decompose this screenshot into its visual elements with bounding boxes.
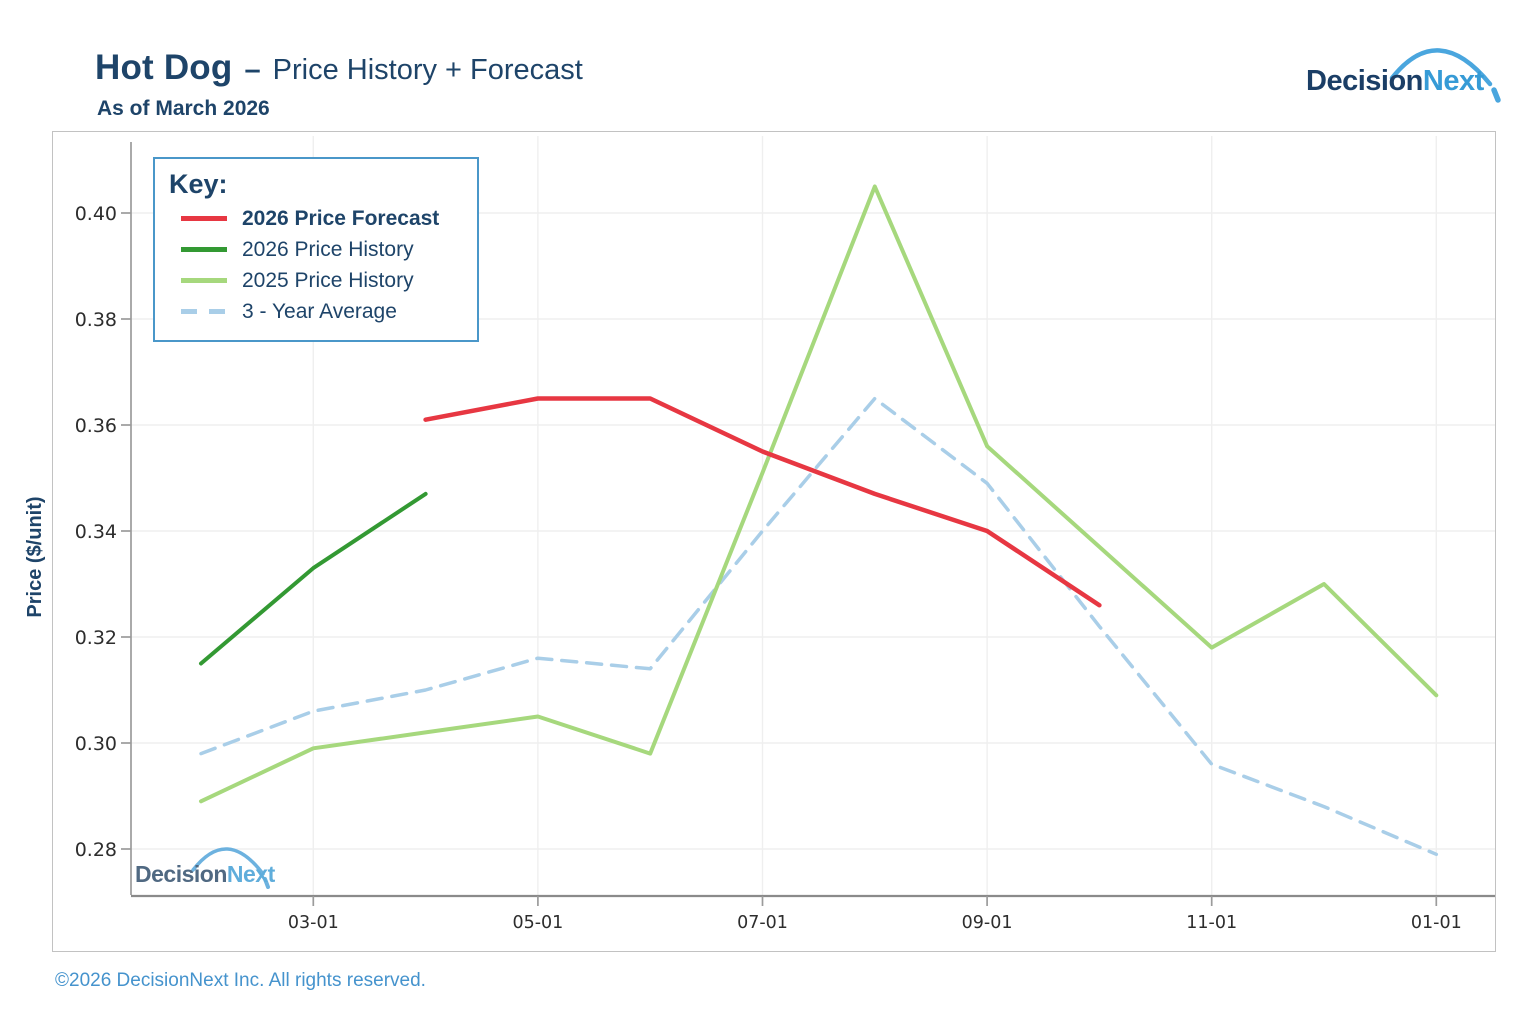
legend-item-label: 3 - Year Average — [242, 299, 397, 323]
legend-item-2026-forecast: 2026 Price Forecast — [169, 203, 477, 234]
brand-logo: DecisionNext — [1306, 34, 1506, 103]
watermark-name-primary: Decision — [135, 861, 227, 887]
y-tick-label: 0.28 — [75, 839, 117, 861]
x-tick-label: 01-01 — [1411, 913, 1462, 933]
chart-canvas: 0.28 0.30 0.32 0.34 0.36 0.38 0.40 03-01 05-01 07… — [75, 136, 1495, 933]
watermark-arc-icon — [191, 847, 270, 889]
logo-arc-icon — [1389, 48, 1501, 103]
brand-name-primary: Decision — [1306, 65, 1423, 97]
x-tick-label: 07-01 — [737, 913, 788, 933]
watermark-logo: DecisionNext — [135, 832, 275, 889]
legend-swatch-2026-history — [181, 247, 227, 252]
legend-item-label: 2026 Price Forecast — [242, 206, 440, 230]
chart-frame: 0.28 0.30 0.32 0.34 0.36 0.38 0.40 03-01 05-01 07… — [52, 131, 1496, 952]
y-tick-label: 0.38 — [75, 309, 117, 331]
x-tick-label: 09-01 — [962, 913, 1013, 933]
legend-item-label: 2026 Price History — [242, 237, 414, 261]
legend-swatch-2025-history — [181, 278, 227, 283]
legend: Key: 2026 Price Forecast 2026 Price Hist… — [153, 157, 479, 342]
series-line-2025-price-history — [199, 184, 1439, 804]
y-axis-title: Price ($/unit) — [24, 496, 46, 618]
brand-name-secondary: Next — [1422, 65, 1484, 97]
page-title: Hot Dog – Price History + Forecast — [95, 48, 583, 88]
page-title-separator: – — [244, 54, 261, 86]
x-tick-label: 05-01 — [512, 913, 563, 933]
y-tick-label: 0.32 — [75, 627, 117, 649]
watermark-text: DecisionNext — [135, 861, 275, 888]
legend-title: Key: — [169, 169, 228, 199]
watermark-name-secondary: Next — [226, 861, 275, 887]
y-tick-label: 0.34 — [75, 521, 117, 543]
page-title-description: Price History + Forecast — [272, 54, 583, 86]
x-tick-label: 11-01 — [1186, 913, 1237, 933]
y-tick-label: 0.40 — [75, 203, 117, 225]
legend-item-2026-history: 2026 Price History — [169, 234, 477, 265]
series-line-3-year-average — [199, 396, 1439, 857]
footer-copyright: ©2026 DecisionNext Inc. All rights reser… — [55, 970, 426, 991]
y-tick-label: 0.36 — [75, 415, 117, 437]
legend-swatch-3yr-average — [181, 309, 227, 314]
series-line-2026-price-history — [199, 491, 428, 666]
page-title-product: Hot Dog — [95, 48, 233, 87]
series-line-2026-price-forecast — [423, 396, 1102, 608]
legend-item-3yr-average: 3 - Year Average — [169, 296, 477, 327]
brand-logo-text: DecisionNext — [1306, 65, 1484, 98]
x-tick-label: 03-01 — [288, 913, 339, 933]
legend-item-label: 2025 Price History — [242, 268, 414, 292]
legend-item-2025-history: 2025 Price History — [169, 265, 477, 296]
y-tick-label: 0.30 — [75, 733, 117, 755]
page-subtitle: As of March 2026 — [97, 97, 270, 120]
legend-swatch-2026-forecast — [181, 216, 227, 221]
